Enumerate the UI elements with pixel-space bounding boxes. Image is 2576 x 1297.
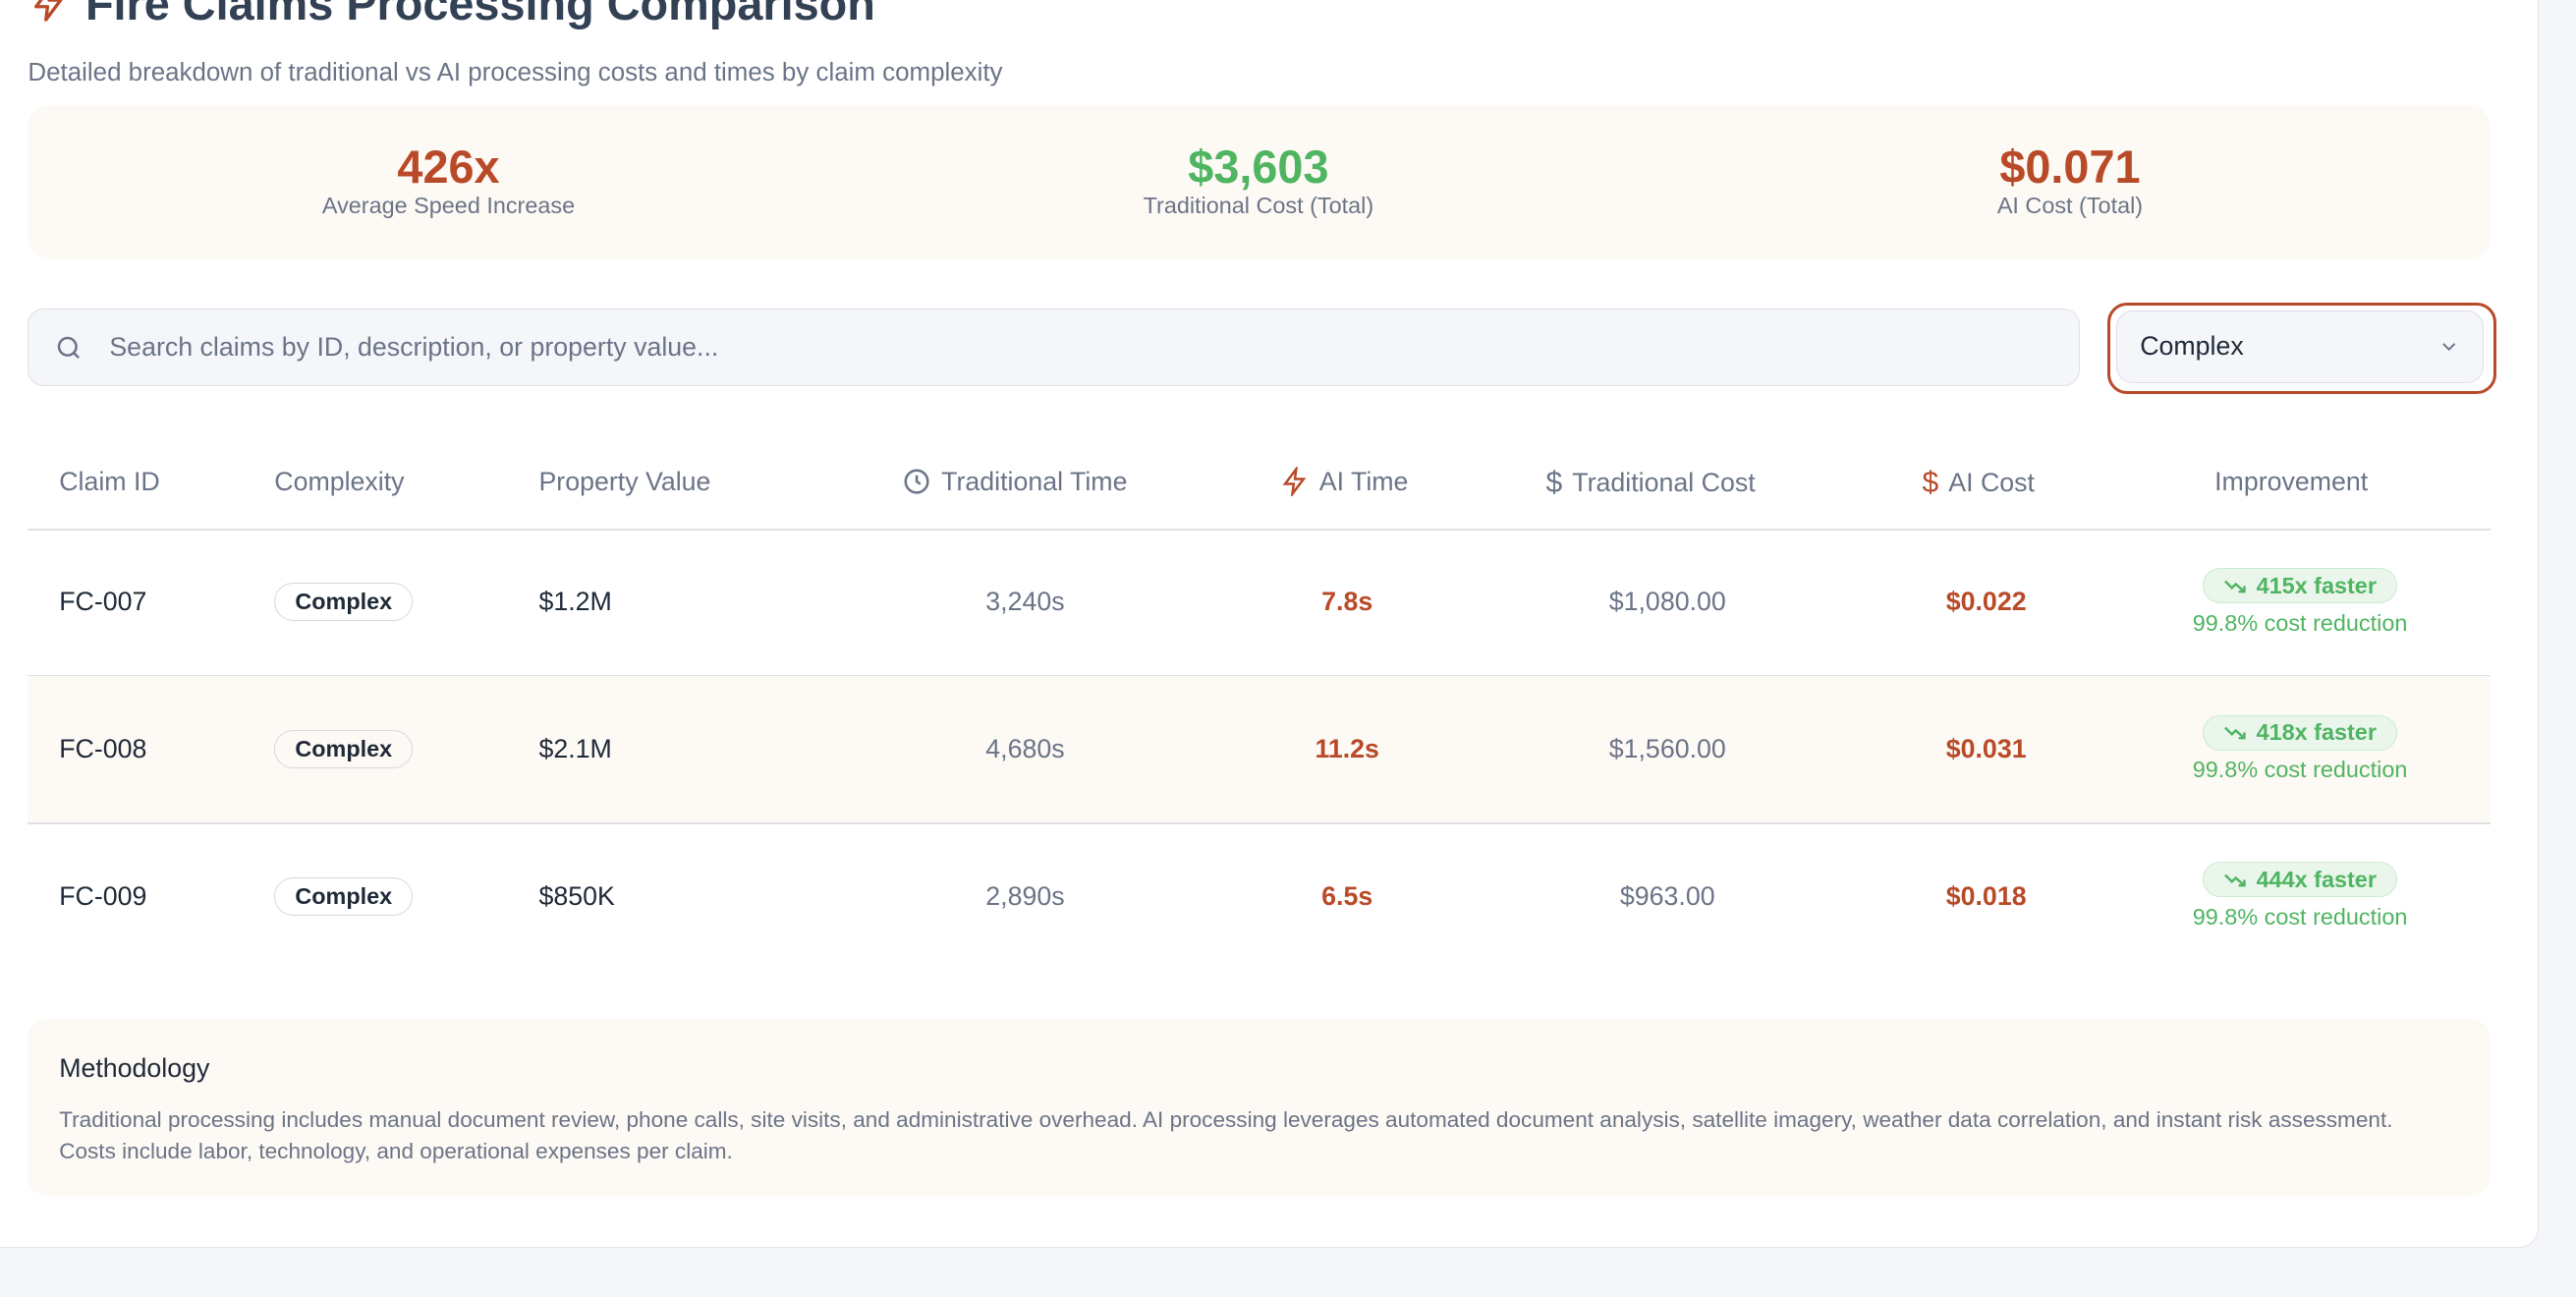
methodology-text: Traditional processing includes manual d… <box>59 1106 2393 1164</box>
clock-icon <box>904 469 929 494</box>
complexity-badge: Complex <box>274 730 414 769</box>
table-row[interactable]: FC-009 Complex $850K 2,890s 6.5s $963.00… <box>28 823 2491 970</box>
dollar-icon: $ <box>1922 466 1939 499</box>
header-complexity[interactable]: Complexity <box>274 466 405 496</box>
methodology-box: Methodology Traditional processing inclu… <box>28 1018 2492 1197</box>
header-improvement: Improvement <box>2214 466 2369 496</box>
table-row[interactable]: FC-007 Complex $1.2M 3,240s 7.8s $1,080.… <box>28 529 2491 675</box>
speed-badge: 415x faster <box>2203 568 2397 603</box>
cost-reduction: 99.8% cost reduction <box>2192 757 2408 783</box>
ai-time: 11.2s <box>1315 734 1379 764</box>
complexity-filter-select[interactable]: Complex <box>2115 310 2485 383</box>
title-text: Fire Claims Processing Comparison <box>84 0 875 29</box>
claim-id: FC-009 <box>59 880 147 911</box>
improvement-cell: 444x faster 99.8% cost reduction <box>2136 823 2464 970</box>
header-traditional-cost[interactable]: $ Traditional Cost <box>1546 467 1756 500</box>
ai-cost: $0.031 <box>1945 734 2027 764</box>
traditional-time: 3,240s <box>985 587 1065 617</box>
stat-value: $3,603 <box>1188 141 1329 194</box>
table-row[interactable]: FC-008 Complex $2.1M 4,680s 11.2s $1,560… <box>28 676 2492 822</box>
complexity-badge: Complex <box>274 876 414 916</box>
complexity-cell: Complex <box>274 529 414 675</box>
header-ai-time[interactable]: AI Time <box>1280 466 1409 497</box>
divider <box>28 821 2492 824</box>
dollar-icon: $ <box>1545 466 1563 499</box>
subtitle: Detailed breakdown of traditional vs AI … <box>28 59 1003 87</box>
traditional-cost: $963.00 <box>1619 880 1715 911</box>
ai-time: 7.8s <box>1321 587 1373 617</box>
complexity-badge: Complex <box>274 583 414 622</box>
improvement-cell: 418x faster 99.8% cost reduction <box>2136 676 2464 822</box>
chevron-down-icon <box>2441 343 2455 352</box>
ai-time: 6.5s <box>1321 880 1373 911</box>
stats-summary: 426x Average Speed Increase $3,603 Tradi… <box>28 105 2492 260</box>
speed-text: 418x faster <box>2256 719 2377 746</box>
header-traditional-time[interactable]: Traditional Time <box>902 467 1127 497</box>
header-property-value[interactable]: Property Value <box>538 466 711 496</box>
methodology-title: Methodology <box>59 1052 210 1083</box>
page-title: Fire Claims Processing Comparison <box>29 0 875 30</box>
lightning-icon <box>1282 467 1306 497</box>
traditional-time: 4,680s <box>985 734 1065 764</box>
property-value: $1.2M <box>538 587 612 617</box>
speed-text: 444x faster <box>2256 866 2377 892</box>
speed-badge: 444x faster <box>2203 862 2397 898</box>
trending-down-icon <box>2224 726 2246 740</box>
select-value: Complex <box>2140 331 2244 362</box>
stat-value: 426x <box>397 141 500 194</box>
header-ai-cost[interactable]: $ AI Cost <box>1922 467 2034 500</box>
header-label: AI Cost <box>1948 468 2035 498</box>
trending-down-icon <box>2224 874 2246 887</box>
stat-label: AI Cost (Total) <box>1996 192 2144 218</box>
divider <box>28 675 2492 677</box>
cost-reduction: 99.8% cost reduction <box>2192 609 2408 636</box>
header-label: Traditional Time <box>941 466 1128 496</box>
stat-value: $0.071 <box>1999 141 2141 194</box>
claim-id: FC-008 <box>59 734 147 764</box>
speed-badge: 418x faster <box>2203 714 2397 751</box>
search-input[interactable] <box>106 330 2080 365</box>
stat-label: Traditional Cost (Total) <box>1143 192 1374 218</box>
header-claim-id[interactable]: Claim ID <box>59 466 160 496</box>
search-box[interactable] <box>28 309 2081 387</box>
improvement-cell: 415x faster 99.8% cost reduction <box>2136 529 2464 675</box>
stat-traditional-cost: $3,603 Traditional Cost (Total) <box>929 138 1587 218</box>
complexity-cell: Complex <box>274 823 414 970</box>
ai-cost: $0.022 <box>1945 587 2027 617</box>
stat-label: Average Speed Increase <box>321 192 576 218</box>
stat-speed: 426x Average Speed Increase <box>120 138 777 218</box>
ai-cost: $0.018 <box>1945 880 2027 911</box>
search-icon <box>57 336 80 359</box>
header-label: AI Time <box>1318 466 1409 496</box>
select-focus-ring <box>2107 302 2497 394</box>
property-value: $2.1M <box>538 734 612 764</box>
divider <box>28 529 2492 532</box>
property-value: $850K <box>538 880 615 911</box>
complexity-cell: Complex <box>274 676 414 822</box>
stat-ai-cost: $0.071 AI Cost (Total) <box>1742 138 2399 218</box>
claim-id: FC-007 <box>59 587 147 617</box>
traditional-cost: $1,560.00 <box>1608 734 1726 764</box>
speed-text: 415x faster <box>2256 572 2377 598</box>
header-label: Traditional Cost <box>1572 468 1756 498</box>
cost-reduction: 99.8% cost reduction <box>2192 903 2408 930</box>
lightning-icon <box>34 0 63 22</box>
traditional-cost: $1,080.00 <box>1608 587 1726 617</box>
traditional-time: 2,890s <box>985 880 1065 911</box>
trending-down-icon <box>2224 580 2246 593</box>
